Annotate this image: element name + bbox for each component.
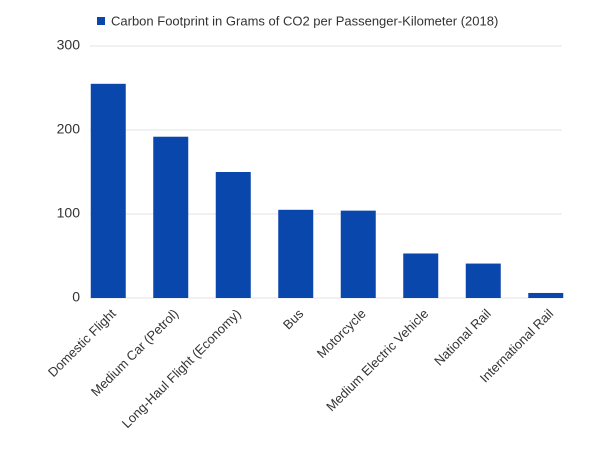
y-tick-label: 300 [57, 37, 81, 53]
y-tick-label: 0 [72, 289, 80, 305]
bar [90, 83, 126, 298]
x-tick-label: National Rail [431, 306, 494, 369]
y-tick-label: 200 [57, 121, 81, 137]
bar [528, 292, 564, 298]
bar [403, 253, 439, 298]
x-tick-label: Long-Haul Flight (Economy) [119, 306, 244, 431]
bar [153, 136, 189, 298]
legend-label: Carbon Footprint in Grams of CO2 per Pas… [111, 13, 498, 28]
x-tick-label: Medium Electric Vehicle [323, 306, 431, 414]
legend-swatch [97, 17, 105, 25]
bar [340, 210, 376, 298]
bar [215, 172, 251, 298]
x-tick-label: Motorcycle [314, 306, 369, 361]
bar [465, 263, 501, 298]
x-tick-label: Bus [280, 306, 307, 333]
bar [278, 209, 314, 298]
y-tick-label: 100 [57, 205, 81, 221]
